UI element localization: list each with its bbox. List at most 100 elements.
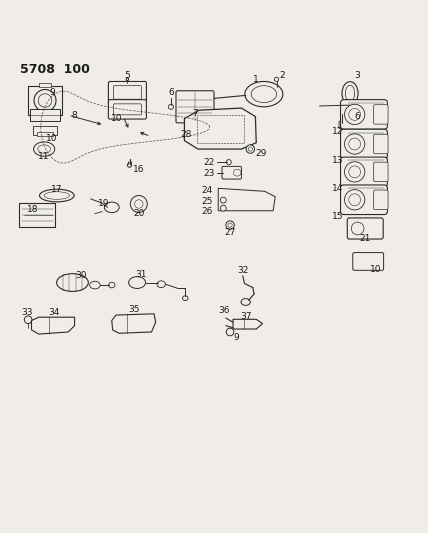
Ellipse shape bbox=[241, 298, 250, 305]
Text: 37: 37 bbox=[240, 312, 251, 321]
Circle shape bbox=[24, 316, 32, 324]
Circle shape bbox=[168, 104, 173, 109]
FancyBboxPatch shape bbox=[113, 104, 141, 115]
Text: 24: 24 bbox=[201, 186, 212, 195]
Bar bbox=[30, 109, 60, 121]
Text: 25: 25 bbox=[201, 197, 212, 206]
Circle shape bbox=[34, 90, 56, 111]
Bar bbox=[36, 132, 54, 136]
Bar bbox=[33, 126, 57, 135]
Ellipse shape bbox=[56, 273, 88, 292]
Bar bbox=[39, 83, 51, 86]
FancyBboxPatch shape bbox=[222, 166, 241, 179]
FancyBboxPatch shape bbox=[374, 162, 388, 182]
Text: 30: 30 bbox=[75, 271, 87, 280]
Circle shape bbox=[126, 78, 129, 80]
Text: 13: 13 bbox=[332, 156, 344, 165]
FancyBboxPatch shape bbox=[341, 185, 387, 215]
Circle shape bbox=[274, 77, 279, 82]
Bar bbox=[19, 203, 55, 227]
Circle shape bbox=[226, 159, 231, 165]
Bar bbox=[197, 115, 244, 142]
Text: 7: 7 bbox=[192, 109, 198, 118]
Circle shape bbox=[349, 194, 360, 206]
FancyBboxPatch shape bbox=[341, 157, 387, 187]
Text: 18: 18 bbox=[27, 205, 39, 214]
Text: 3: 3 bbox=[355, 71, 360, 80]
Polygon shape bbox=[218, 188, 275, 211]
Text: 17: 17 bbox=[51, 185, 62, 194]
Ellipse shape bbox=[345, 85, 355, 101]
Text: 28: 28 bbox=[181, 130, 192, 139]
FancyBboxPatch shape bbox=[339, 121, 349, 129]
Text: 27: 27 bbox=[224, 228, 236, 237]
FancyBboxPatch shape bbox=[374, 104, 388, 124]
Circle shape bbox=[228, 223, 232, 227]
FancyBboxPatch shape bbox=[374, 134, 388, 154]
Ellipse shape bbox=[89, 281, 100, 289]
Text: 19: 19 bbox=[98, 199, 110, 208]
Text: 5: 5 bbox=[125, 71, 130, 80]
FancyBboxPatch shape bbox=[176, 91, 214, 123]
Text: 6: 6 bbox=[168, 88, 174, 97]
Circle shape bbox=[345, 161, 365, 182]
Text: 9: 9 bbox=[49, 88, 55, 97]
Text: 8: 8 bbox=[71, 111, 77, 120]
Ellipse shape bbox=[34, 142, 55, 156]
Text: 5708  100: 5708 100 bbox=[20, 63, 89, 76]
Circle shape bbox=[345, 104, 365, 125]
Text: 29: 29 bbox=[255, 149, 266, 158]
FancyBboxPatch shape bbox=[374, 190, 388, 209]
Circle shape bbox=[345, 190, 365, 210]
Polygon shape bbox=[32, 317, 74, 334]
Ellipse shape bbox=[251, 86, 276, 102]
Text: 2: 2 bbox=[279, 71, 285, 80]
Text: 16: 16 bbox=[133, 165, 144, 174]
FancyBboxPatch shape bbox=[353, 253, 383, 270]
Text: 15: 15 bbox=[332, 212, 344, 221]
Bar bbox=[28, 86, 62, 115]
Ellipse shape bbox=[233, 169, 241, 176]
Text: 34: 34 bbox=[49, 308, 60, 317]
Text: 12: 12 bbox=[332, 127, 343, 136]
Ellipse shape bbox=[245, 82, 283, 107]
Text: 21: 21 bbox=[360, 234, 371, 243]
Text: 1: 1 bbox=[253, 75, 258, 84]
FancyBboxPatch shape bbox=[347, 218, 383, 239]
Circle shape bbox=[349, 138, 360, 150]
Text: 23: 23 bbox=[203, 169, 215, 178]
Text: 36: 36 bbox=[218, 306, 230, 316]
Text: 22: 22 bbox=[204, 158, 215, 167]
Text: 31: 31 bbox=[136, 270, 147, 279]
FancyBboxPatch shape bbox=[113, 86, 141, 99]
Circle shape bbox=[248, 147, 253, 151]
Circle shape bbox=[134, 200, 143, 208]
Text: 11: 11 bbox=[39, 152, 50, 161]
Circle shape bbox=[246, 145, 255, 154]
Text: 14: 14 bbox=[332, 184, 343, 193]
FancyBboxPatch shape bbox=[341, 129, 387, 159]
Circle shape bbox=[349, 109, 360, 120]
Text: 33: 33 bbox=[21, 308, 33, 317]
Text: 32: 32 bbox=[237, 266, 248, 275]
Circle shape bbox=[38, 94, 52, 107]
Text: 20: 20 bbox=[133, 209, 145, 218]
Ellipse shape bbox=[342, 82, 358, 105]
Ellipse shape bbox=[44, 192, 69, 199]
Text: 10: 10 bbox=[111, 114, 122, 123]
Text: 10: 10 bbox=[46, 134, 57, 143]
Ellipse shape bbox=[38, 145, 51, 154]
FancyBboxPatch shape bbox=[108, 82, 146, 103]
Circle shape bbox=[226, 221, 234, 229]
Circle shape bbox=[220, 197, 226, 203]
Circle shape bbox=[351, 222, 364, 235]
Circle shape bbox=[131, 196, 147, 213]
Polygon shape bbox=[184, 108, 256, 149]
Polygon shape bbox=[112, 314, 156, 333]
Text: 10: 10 bbox=[370, 265, 382, 274]
Ellipse shape bbox=[39, 189, 74, 202]
Circle shape bbox=[220, 205, 226, 211]
Ellipse shape bbox=[182, 296, 188, 301]
Ellipse shape bbox=[129, 277, 146, 288]
Circle shape bbox=[349, 166, 360, 178]
